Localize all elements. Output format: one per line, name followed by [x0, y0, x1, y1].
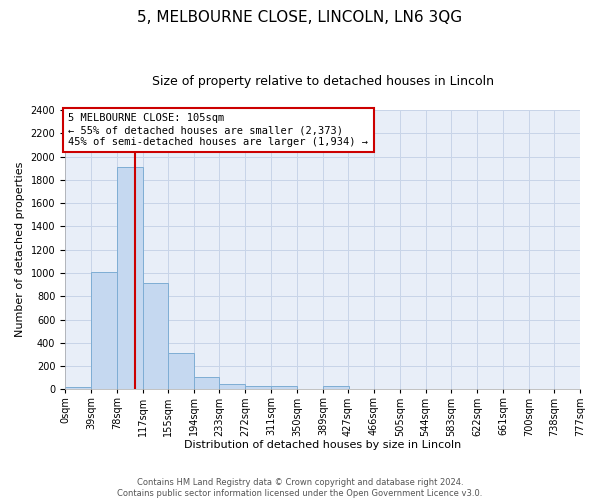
Bar: [143, 284, 169, 390]
Y-axis label: Number of detached properties: Number of detached properties: [15, 162, 25, 338]
Bar: [65, 387, 91, 390]
Bar: [271, 386, 297, 390]
X-axis label: Distribution of detached houses by size in Lincoln: Distribution of detached houses by size …: [184, 440, 461, 450]
Bar: [323, 386, 349, 390]
Bar: [220, 384, 245, 390]
Bar: [117, 167, 143, 390]
Title: Size of property relative to detached houses in Lincoln: Size of property relative to detached ho…: [152, 75, 494, 88]
Text: 5, MELBOURNE CLOSE, LINCOLN, LN6 3QG: 5, MELBOURNE CLOSE, LINCOLN, LN6 3QG: [137, 10, 463, 25]
Bar: [194, 377, 220, 390]
Text: 5 MELBOURNE CLOSE: 105sqm
← 55% of detached houses are smaller (2,373)
45% of se: 5 MELBOURNE CLOSE: 105sqm ← 55% of detac…: [68, 114, 368, 146]
Bar: [245, 386, 271, 390]
Bar: [168, 352, 194, 390]
Text: Contains HM Land Registry data © Crown copyright and database right 2024.
Contai: Contains HM Land Registry data © Crown c…: [118, 478, 482, 498]
Bar: [91, 272, 117, 390]
